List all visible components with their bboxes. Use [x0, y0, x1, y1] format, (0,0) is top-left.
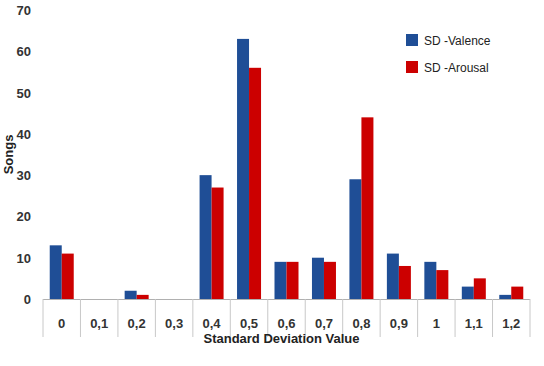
bar — [387, 254, 399, 299]
bar — [324, 262, 336, 299]
category-separator — [455, 299, 456, 337]
category-separator — [43, 299, 44, 337]
legend-label: SD -Valence — [424, 34, 491, 48]
x-tick-label: 0,9 — [390, 316, 408, 331]
category-separator — [530, 299, 531, 337]
category-separator — [117, 299, 118, 337]
legend-swatch — [406, 34, 418, 46]
x-axis-label: Standard Deviation Value — [203, 331, 359, 346]
bar — [237, 39, 249, 299]
x-tick-label: 0,8 — [352, 316, 370, 331]
x-tick-label: 0,1 — [90, 316, 108, 331]
bar — [499, 295, 511, 299]
bar — [474, 278, 486, 299]
legend-label: SD -Arousal — [424, 61, 489, 75]
bar — [87, 299, 99, 300]
y-tick-label: 10 — [17, 251, 31, 266]
bar — [162, 299, 174, 300]
bar — [200, 175, 212, 299]
y-tick-label: 40 — [17, 127, 31, 142]
category-separator — [492, 299, 493, 337]
bars — [50, 39, 524, 299]
bar — [349, 179, 361, 299]
y-axis-label: Songs — [1, 135, 16, 175]
bar — [62, 254, 74, 299]
y-tick-label: 0 — [24, 292, 31, 307]
bar — [436, 270, 448, 299]
bar — [511, 287, 523, 299]
bar — [125, 291, 137, 299]
category-separator — [380, 299, 381, 337]
bar — [424, 262, 436, 299]
category-separator — [192, 299, 193, 337]
x-tick-label: 0,2 — [128, 316, 146, 331]
bar — [275, 262, 287, 299]
x-tick-label: 0,4 — [203, 316, 222, 331]
x-tick-label: 0,5 — [240, 316, 258, 331]
x-tick-label: 1,2 — [502, 316, 520, 331]
x-tick-label: 0,7 — [315, 316, 333, 331]
y-tick-label: 70 — [17, 3, 31, 18]
x-tick-label: 0,6 — [277, 316, 295, 331]
y-tick-label: 30 — [17, 168, 31, 183]
bar — [249, 68, 261, 299]
category-separator — [80, 299, 81, 337]
bar — [50, 245, 62, 299]
category-separator — [155, 299, 156, 337]
y-tick-label: 20 — [17, 209, 31, 224]
x-tick-label: 1,1 — [465, 316, 483, 331]
chart-svg: 0 10 20 30 40 50 60 70 0 0,1 0,2 0,3 0,4 0,5 0,6 0,7 0,8… — [0, 0, 544, 366]
y-tick-label: 60 — [17, 44, 31, 59]
chart-root: 0 10 20 30 40 50 60 70 0 0,1 0,2 0,3 0,4 0,5 0,6 0,7 0,8… — [0, 0, 544, 366]
bar — [99, 299, 111, 300]
x-axis — [43, 299, 530, 300]
y-tick-label: 50 — [17, 86, 31, 101]
bar — [137, 295, 149, 299]
bar — [399, 266, 411, 299]
x-tick-label: 1 — [433, 316, 440, 331]
legend-swatch — [406, 61, 418, 73]
bar — [174, 299, 186, 300]
category-separator — [417, 299, 418, 337]
bar — [212, 188, 224, 299]
bar — [462, 287, 474, 299]
x-tick-label: 0 — [58, 316, 65, 331]
x-tick-label: 0,3 — [165, 316, 183, 331]
bar — [361, 117, 373, 299]
bar — [287, 262, 299, 299]
bar — [312, 258, 324, 299]
